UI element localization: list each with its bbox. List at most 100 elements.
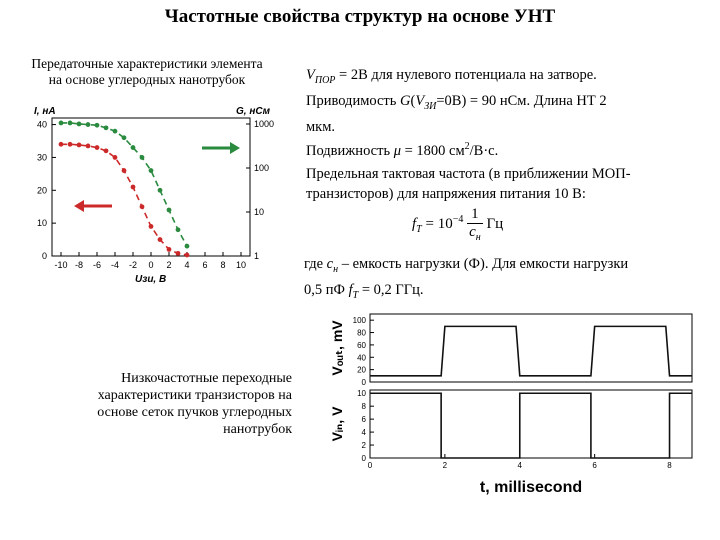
transfer-caption-line: на основе углеродных нанотрубок	[48, 72, 246, 87]
panel-frame	[369, 313, 693, 383]
panel-frame	[369, 389, 693, 459]
data-point	[112, 155, 118, 160]
page-title: Частотные свойства структур на основе УН…	[164, 6, 556, 27]
data-point	[175, 227, 181, 233]
data-point	[121, 168, 127, 173]
load-paragraph: где cн – емкость нагрузки (Ф). Для емкос…	[304, 254, 710, 306]
data-point	[112, 128, 118, 134]
x-tick-label: -10	[54, 260, 67, 270]
data-point	[148, 168, 154, 173]
arrow-head	[74, 200, 84, 212]
lowfreq-caption-line: характеристики транзисторов на	[97, 388, 292, 403]
data-point	[58, 120, 64, 126]
signal-line-1	[370, 392, 692, 459]
fraction: 1 cн	[467, 206, 483, 243]
data-point	[130, 145, 136, 150]
load-line: 0,5 пФ fT = 0,2 ГГц.	[304, 281, 424, 301]
data-point	[94, 145, 100, 150]
y-axis-label: Vₒᵤₜ, mV	[329, 320, 345, 376]
y-left-axis-label: I, нА	[34, 106, 56, 117]
transfer-caption-line: Передаточные характеристики элемента	[31, 56, 263, 71]
y-tick-label: 0	[362, 378, 367, 387]
y-left-tick-label: 0	[42, 251, 47, 261]
y-left-tick-label: 30	[37, 152, 47, 162]
data-point	[76, 121, 82, 127]
mobility-line: Подвижность μ = 1800 см2/В·с.	[306, 140, 499, 159]
y-right-axis-label: G, нСм	[236, 106, 271, 117]
data-point	[139, 155, 145, 160]
x-tick-label: 6	[592, 461, 597, 470]
y-tick-label: 10	[357, 389, 366, 398]
length-unit-line: мкм.	[306, 118, 336, 135]
threshold-line: VПОР = 2В для нулевого потенциала на зат…	[306, 67, 597, 86]
x-tick-label: 0	[148, 260, 153, 270]
x-axis-label: Uзи, В	[135, 274, 166, 285]
arrow-left-red	[74, 200, 112, 212]
x-tick-label: 8	[667, 461, 672, 470]
data-point	[76, 142, 82, 148]
frequency-paragraph: Предельная тактовая частота (в приближен…	[306, 164, 712, 204]
x-tick-label: 4	[518, 461, 523, 470]
lowfreq-caption-line: Низкочастотные переходные	[121, 371, 292, 386]
load-line: где cн – емкость нагрузки (Ф). Для емкос…	[304, 256, 629, 275]
series-line-0	[61, 122, 188, 247]
y-right-tick-label: 1	[254, 251, 259, 261]
conductance-line: Приводимость G(VЗИ=0В) = 90 нСм. Длина Н…	[306, 92, 607, 112]
lowfreq-caption-line: основе сеток пучков углеродных	[97, 405, 292, 420]
plot-frame	[51, 117, 251, 257]
data-point	[184, 252, 190, 258]
transfer-caption: Передаточные характеристики элемента на …	[4, 56, 290, 88]
data-point	[67, 120, 73, 126]
x-tick-label: 6	[202, 260, 207, 270]
lowfreq-caption: Низкочастотные переходные характеристики…	[30, 370, 292, 438]
data-point	[166, 247, 172, 252]
y-tick-label: 100	[353, 316, 367, 325]
x-tick-label: -8	[75, 260, 83, 270]
x-tick-label: 4	[184, 260, 189, 270]
data-point	[103, 125, 109, 131]
arrow-right-green	[202, 142, 240, 154]
frequency-line: транзисторов) для напряжения питания 10 …	[306, 186, 586, 202]
y-tick-label: 80	[357, 329, 366, 338]
data-point	[103, 148, 109, 154]
x-tick-label: 2	[443, 461, 448, 470]
data-point	[175, 250, 181, 256]
y-tick-label: 0	[362, 454, 367, 463]
x-tick-label: -6	[93, 260, 101, 270]
parameters-paragraph: VПОР = 2В для нулевого потенциала на зат…	[306, 65, 712, 161]
lowfreq-caption-line: нанотрубок	[223, 422, 292, 437]
data-point	[67, 141, 73, 147]
x-tick-label: 8	[220, 260, 225, 270]
data-point	[94, 122, 100, 128]
y-left-tick-label: 40	[37, 120, 47, 130]
frequency-formula: fT = 10−4 1 cн Гц	[412, 206, 504, 243]
y-tick-label: 40	[357, 353, 366, 362]
y-tick-label: 4	[362, 428, 367, 437]
data-point	[148, 224, 154, 229]
data-point	[58, 141, 64, 147]
data-point	[139, 204, 145, 210]
signal-line-0	[370, 325, 692, 377]
y-right-tick-label: 1000	[254, 119, 274, 129]
transfer-chart: -10 -8 -6 -4 -2 0 2 4 6 8 100102030401101001000I, …	[34, 106, 274, 285]
x-tick-label: 2	[166, 260, 171, 270]
y-tick-label: 20	[357, 366, 366, 375]
y-left-tick-label: 20	[37, 185, 47, 195]
x-tick-label: 10	[236, 260, 246, 270]
transient-marks	[370, 325, 692, 459]
x-axis-label: t, millisecond	[480, 479, 582, 496]
data-point	[184, 243, 190, 249]
y-tick-label: 8	[362, 402, 367, 411]
y-tick-label: 6	[362, 415, 367, 424]
series-line-1	[61, 143, 188, 256]
transfer-axes: -10 -8 -6 -4 -2 0 2 4 6 8 100102030401101001000I, …	[34, 106, 274, 285]
frequency-line: Предельная тактовая частота (в приближен…	[306, 166, 631, 182]
transfer-marks	[58, 120, 240, 258]
data-point	[121, 135, 127, 141]
x-tick-label: 0	[368, 461, 373, 470]
data-point	[166, 207, 172, 213]
x-tick-label: -4	[111, 260, 119, 270]
data-point	[85, 122, 91, 127]
y-tick-label: 60	[357, 341, 366, 350]
data-point	[85, 143, 91, 149]
